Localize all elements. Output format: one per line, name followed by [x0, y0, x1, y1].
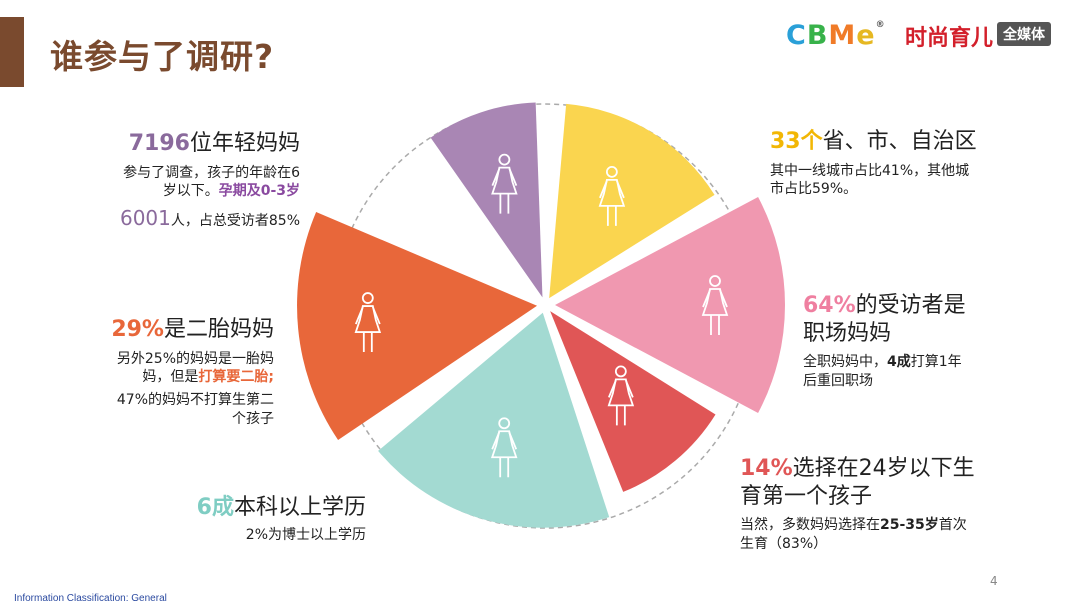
cbme-logo: CBMe®: [786, 20, 886, 51]
working-line1b: 4成: [887, 354, 911, 370]
moms-heading: 位年轻妈妈: [189, 131, 300, 156]
logo-reg: ®: [875, 20, 886, 30]
woman-icon: [598, 165, 626, 226]
woman-icon: [490, 417, 518, 478]
pie-segment-pink: [555, 197, 785, 413]
page-number: 4: [990, 574, 998, 588]
title-accent-bar: [0, 17, 24, 87]
working-heading1: 的受访者是: [855, 293, 966, 318]
second-child-block: 29%是二胎妈妈 另外25%的妈妈是一胎妈 妈，但是打算要二胎; 47%的妈妈不…: [60, 316, 274, 429]
moms-block: 7196位年轻妈妈 参与了调查，孩子的年龄在6 岁以下。孕期及0-3岁 6001…: [80, 130, 300, 232]
pie-segment-teal: [378, 312, 610, 528]
second-line2a: 妈，但是: [142, 369, 199, 386]
pie-segment-purple: [430, 102, 543, 298]
brand-logo: 时尚育儿: [905, 25, 994, 51]
age-heading2: 育第一个孩子: [740, 483, 873, 509]
moms-number: 7196: [128, 131, 190, 156]
moms-line2b: 孕期及0-3岁: [218, 183, 300, 200]
second-line4: 个孩子: [232, 411, 274, 428]
moms-line3: 人，占总受访者85%: [170, 213, 300, 230]
woman-icon: [701, 275, 729, 335]
second-heading: 是二胎妈妈: [163, 317, 274, 342]
working-block: 64%的受访者是 职场妈妈 全职妈妈中，4成打算1年 后重回职场: [803, 292, 1043, 391]
edu-block: 6成本科以上学历 2%为博士以上学历: [140, 494, 366, 544]
woman-icon: [607, 365, 635, 426]
pie-segments: [297, 102, 785, 528]
working-line2: 后重回职场: [803, 372, 873, 389]
age-line1c: 首次: [938, 517, 967, 533]
working-line1c: 打算1年: [910, 354, 962, 370]
moms-line3-number: 6001: [119, 206, 171, 231]
woman-icon: [354, 292, 382, 353]
second-line2b: 打算要二胎;: [198, 369, 274, 386]
age-line2: 生育（83%）: [740, 535, 828, 552]
age-line1a: 当然，多数妈妈选择在: [740, 517, 880, 533]
age-number: 14%: [740, 456, 793, 481]
moms-line1: 参与了调查，孩子的年龄在6: [123, 164, 300, 181]
brand-badge: 全媒体: [997, 22, 1051, 46]
second-line3: 47%的妈妈不打算生第二: [116, 392, 274, 409]
edu-line1: 2%为博士以上学历: [245, 526, 366, 543]
provinces-heading: 省、市、自治区: [822, 129, 977, 154]
provinces-block: 33个省、市、自治区 其中一线城市占比41%，其他城 市占比59%。: [770, 128, 1030, 199]
logo-letter: M: [828, 20, 857, 51]
page-title: 谁参与了调研?: [50, 37, 275, 76]
pie-segment-red: [550, 311, 716, 492]
provinces-number: 33个: [770, 129, 823, 154]
age-block: 14%选择在24岁以下生 育第一个孩子 当然，多数妈妈选择在25-35岁首次 生…: [740, 455, 1040, 554]
working-line1a: 全职妈妈中，: [803, 354, 887, 370]
edu-number: 6成: [196, 495, 234, 520]
edu-heading: 本科以上学历: [233, 495, 366, 520]
age-heading1: 选择在24岁以下生: [792, 456, 975, 481]
second-number: 29%: [111, 317, 164, 342]
working-number: 64%: [803, 293, 856, 318]
second-line1: 另外25%的妈妈是一胎妈: [116, 350, 274, 367]
moms-line2a: 岁以下。: [162, 183, 219, 200]
provinces-line2: 市占比59%。: [770, 181, 858, 198]
logo-letter: e: [856, 20, 876, 51]
woman-icon: [491, 153, 518, 214]
classification-footer: Information Classification: General: [14, 593, 167, 604]
age-line1b: 25-35岁: [880, 517, 939, 533]
working-heading2: 职场妈妈: [803, 320, 892, 346]
logo-letter: B: [806, 20, 829, 51]
pie-segment-yellow: [549, 103, 715, 299]
provinces-line1: 其中一线城市占比41%，其他城: [770, 162, 970, 179]
pie-segment-orange: [297, 211, 538, 440]
logo-letter: C: [786, 20, 807, 51]
